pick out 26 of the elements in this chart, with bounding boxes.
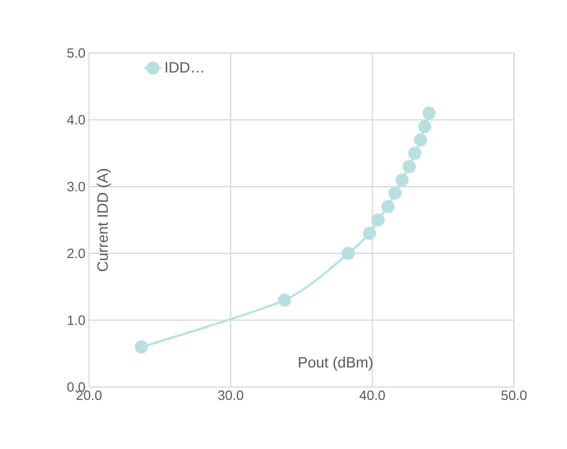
point <box>414 133 428 146</box>
y-tick-label: 1.0 <box>68 315 85 325</box>
y-tick-label: 4.0 <box>67 115 85 125</box>
point <box>408 146 422 160</box>
x-axis-title: Pout (dBm) <box>298 356 372 371</box>
point <box>402 160 416 174</box>
point <box>278 294 292 307</box>
x-tick-label: 40.0 <box>360 390 385 400</box>
y-tick-label: 2.0 <box>67 248 85 258</box>
point <box>422 106 436 120</box>
point <box>342 246 355 260</box>
point <box>418 120 432 134</box>
y-tick-label: 3.0 <box>67 182 85 192</box>
x-tick-label: 50.0 <box>501 390 527 400</box>
point <box>396 173 409 186</box>
y-tick-label: 0.0 <box>67 382 85 392</box>
point <box>362 226 376 240</box>
y-axis-title: Current IDD (A) <box>96 169 111 272</box>
point <box>134 340 148 354</box>
x-tick-label: 30.0 <box>218 390 244 400</box>
point <box>388 186 402 200</box>
point <box>371 213 385 227</box>
legend-label: IDD… <box>166 62 204 72</box>
point <box>381 200 394 214</box>
y-tick-label: 5.0 <box>67 48 85 58</box>
x-tick-label: 20.0 <box>76 390 102 400</box>
